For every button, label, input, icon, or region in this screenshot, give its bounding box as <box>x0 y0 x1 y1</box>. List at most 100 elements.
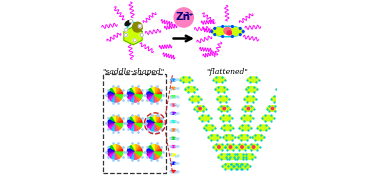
Wedge shape <box>154 120 161 123</box>
Wedge shape <box>131 116 135 123</box>
Ellipse shape <box>235 154 246 159</box>
Ellipse shape <box>194 106 206 111</box>
Text: "saddle-shaped": "saddle-shaped" <box>102 68 164 76</box>
Circle shape <box>241 146 243 148</box>
Wedge shape <box>131 152 135 159</box>
Wedge shape <box>154 148 161 152</box>
Ellipse shape <box>262 115 273 121</box>
Ellipse shape <box>217 96 228 102</box>
Circle shape <box>133 39 136 42</box>
Ellipse shape <box>212 28 225 35</box>
Wedge shape <box>154 123 161 130</box>
Ellipse shape <box>257 125 269 131</box>
Wedge shape <box>112 95 115 102</box>
Circle shape <box>239 27 241 29</box>
Circle shape <box>231 36 233 37</box>
Wedge shape <box>115 123 119 131</box>
Wedge shape <box>147 152 154 156</box>
Circle shape <box>214 27 215 29</box>
Wedge shape <box>112 123 115 131</box>
Wedge shape <box>135 91 142 95</box>
Wedge shape <box>148 123 154 130</box>
Circle shape <box>211 31 212 32</box>
Wedge shape <box>127 148 135 152</box>
Wedge shape <box>129 146 135 152</box>
Wedge shape <box>135 145 138 152</box>
Wedge shape <box>108 120 115 123</box>
Wedge shape <box>115 91 123 95</box>
Ellipse shape <box>271 96 283 102</box>
Circle shape <box>229 146 232 148</box>
Wedge shape <box>127 91 135 95</box>
Wedge shape <box>154 145 158 152</box>
Ellipse shape <box>218 154 229 159</box>
Wedge shape <box>154 91 161 95</box>
Ellipse shape <box>214 77 225 82</box>
Wedge shape <box>150 95 154 102</box>
Wedge shape <box>135 88 141 95</box>
Wedge shape <box>154 117 161 123</box>
Circle shape <box>124 28 127 31</box>
Wedge shape <box>135 123 138 131</box>
Wedge shape <box>109 123 115 130</box>
Wedge shape <box>108 148 115 152</box>
Circle shape <box>247 107 249 110</box>
Wedge shape <box>154 152 161 156</box>
Bar <box>103 74 166 173</box>
Ellipse shape <box>236 144 248 150</box>
Wedge shape <box>131 123 135 131</box>
Wedge shape <box>155 123 159 131</box>
Wedge shape <box>112 152 115 159</box>
Wedge shape <box>135 146 141 152</box>
Wedge shape <box>147 123 154 127</box>
Wedge shape <box>135 152 141 158</box>
Wedge shape <box>155 123 161 130</box>
Ellipse shape <box>267 106 278 111</box>
Ellipse shape <box>170 112 176 114</box>
Ellipse shape <box>213 144 225 150</box>
Circle shape <box>132 22 142 32</box>
Wedge shape <box>154 88 161 95</box>
Wedge shape <box>135 87 138 95</box>
Ellipse shape <box>170 121 176 123</box>
Wedge shape <box>115 117 122 123</box>
Circle shape <box>242 31 244 32</box>
Wedge shape <box>135 123 142 127</box>
Ellipse shape <box>233 163 245 169</box>
Wedge shape <box>115 95 122 101</box>
Wedge shape <box>150 116 154 123</box>
Circle shape <box>222 26 223 27</box>
Wedge shape <box>150 145 154 152</box>
Wedge shape <box>135 120 142 123</box>
Ellipse shape <box>170 170 176 173</box>
Wedge shape <box>151 123 155 131</box>
Wedge shape <box>112 87 115 95</box>
Wedge shape <box>147 120 154 123</box>
Wedge shape <box>135 95 138 102</box>
Wedge shape <box>115 152 119 159</box>
Wedge shape <box>135 117 141 123</box>
Wedge shape <box>154 95 161 98</box>
Wedge shape <box>108 95 115 98</box>
Ellipse shape <box>230 28 243 35</box>
Wedge shape <box>131 87 135 95</box>
Text: 2+: 2+ <box>184 12 194 16</box>
Wedge shape <box>127 123 135 127</box>
Ellipse shape <box>226 154 238 159</box>
Polygon shape <box>124 27 142 45</box>
Ellipse shape <box>199 115 211 121</box>
Circle shape <box>138 25 142 28</box>
Text: Zn: Zn <box>175 12 191 22</box>
Wedge shape <box>108 123 115 127</box>
Circle shape <box>174 8 194 27</box>
Wedge shape <box>135 95 142 98</box>
Wedge shape <box>115 123 123 127</box>
Wedge shape <box>148 123 155 127</box>
Wedge shape <box>129 95 135 101</box>
Ellipse shape <box>253 135 264 140</box>
Wedge shape <box>147 95 154 98</box>
Ellipse shape <box>247 77 259 82</box>
Ellipse shape <box>239 163 250 169</box>
Ellipse shape <box>125 20 131 26</box>
Wedge shape <box>154 95 161 101</box>
